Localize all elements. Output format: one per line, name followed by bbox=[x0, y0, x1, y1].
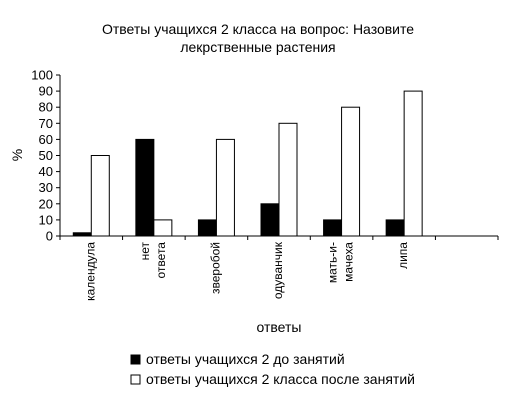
bar-before bbox=[135, 138, 155, 237]
chart-title: Ответы учащихся 2 класса на вопрос: Назо… bbox=[102, 21, 414, 55]
bar-after bbox=[215, 138, 235, 237]
legend-swatch bbox=[130, 374, 141, 385]
legend-label: ответы учащихся 2 класса после занятий bbox=[146, 371, 415, 387]
x-tick-label: календула bbox=[83, 242, 97, 301]
chart-title-line: Ответы учащихся 2 класса на вопрос: Назо… bbox=[102, 21, 414, 37]
y-tick-label: 90 bbox=[39, 84, 53, 99]
bar-before bbox=[385, 219, 405, 237]
bar-after bbox=[341, 106, 361, 237]
x-axis bbox=[59, 235, 499, 240]
x-tick-label: мачеха bbox=[342, 242, 356, 282]
bar-before bbox=[323, 219, 343, 237]
y-tick-label: 100 bbox=[31, 68, 53, 83]
legend-label: ответы учащихся 2 до занятий bbox=[146, 351, 345, 367]
legend: ответы учащихся 2 до занятий ответы учащи… bbox=[130, 351, 415, 387]
bar-after bbox=[153, 219, 173, 237]
y-tick-label: 30 bbox=[39, 180, 53, 195]
y-tick-label: 10 bbox=[39, 212, 53, 227]
y-tick-label: 80 bbox=[39, 100, 53, 115]
y-tick-label: 0 bbox=[46, 229, 53, 244]
bar-before bbox=[72, 232, 92, 237]
chart-title-line: лекрственные растения bbox=[180, 39, 335, 55]
x-tick-label: нет bbox=[138, 242, 152, 261]
bar-after bbox=[403, 90, 423, 237]
y-axis-label: % bbox=[9, 149, 25, 161]
bar-before bbox=[197, 219, 217, 237]
y-tick-label: 50 bbox=[39, 148, 53, 163]
x-tick-label: липа bbox=[396, 242, 410, 269]
x-tick-label: мать-и- bbox=[326, 242, 340, 283]
y-tick-label: 20 bbox=[39, 196, 53, 211]
category-labels: календула нет ответа зверобой одуванчик мать-… bbox=[83, 241, 410, 301]
x-tick-label: ответа bbox=[154, 242, 168, 279]
legend-swatch bbox=[130, 354, 141, 365]
bar-before bbox=[260, 203, 280, 237]
bar-after bbox=[90, 155, 110, 237]
bar-after bbox=[278, 122, 298, 237]
y-tick-label: 40 bbox=[39, 164, 53, 179]
x-tick-label: одуванчик bbox=[271, 241, 285, 299]
x-axis-label: ответы bbox=[257, 319, 302, 335]
bars bbox=[72, 90, 423, 237]
x-tick-label: зверобой bbox=[208, 242, 222, 294]
y-tick-label: 70 bbox=[39, 116, 53, 131]
y-tick-label: 60 bbox=[39, 132, 53, 147]
